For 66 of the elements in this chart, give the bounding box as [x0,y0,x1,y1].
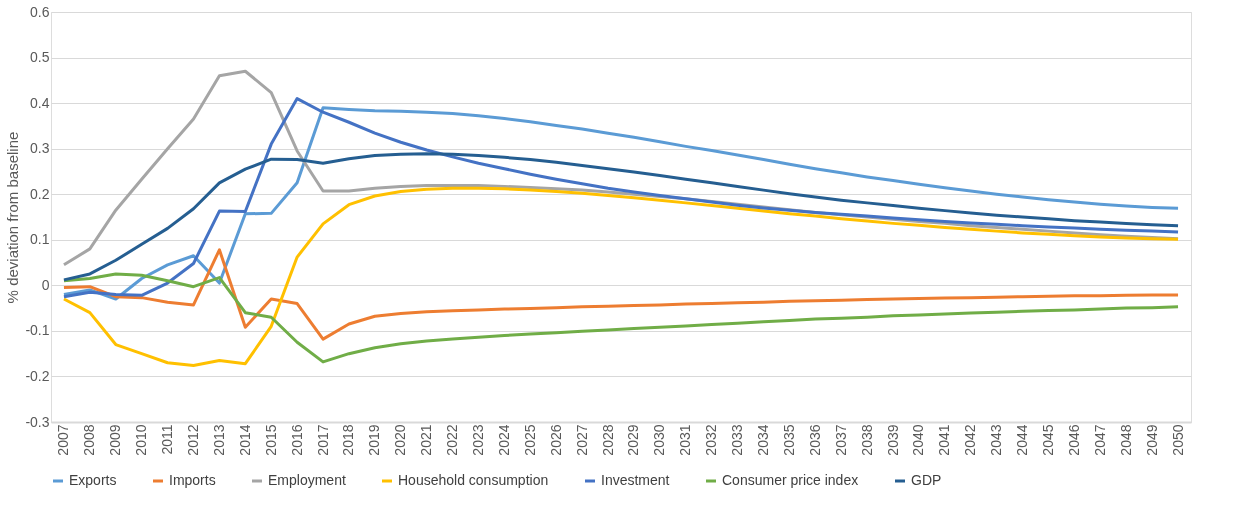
line-series [62,248,1180,341]
x-tick-label: 2047 [1091,424,1108,456]
y-tick-label: -0.3 [25,413,50,430]
line-series [62,272,1180,364]
x-tick-label: 2045 [1040,424,1056,456]
x-tick-label: 2049 [1143,424,1160,456]
x-tick-label: 2021 [418,424,435,456]
x-tick-label: 2017 [314,424,331,456]
legend-label: Imports [169,472,216,488]
legend-label: Exports [69,472,117,488]
x-tick-label: 2037 [832,424,849,456]
x-tick-label: 2013 [210,424,227,456]
x-tick-label: 2030 [651,424,668,456]
x-tick-label: 2028 [599,424,616,456]
legend-label: Consumer price index [722,472,859,488]
x-tick-label: 2048 [1117,424,1134,456]
x-tick-label: 2008 [81,424,98,456]
y-tick-label: 0.5 [30,49,50,66]
x-tick-label: 2024 [495,424,512,456]
x-tick-label: 2046 [1065,424,1082,456]
x-tick-label: 2020 [392,424,409,456]
x-tick-label: 2016 [288,424,305,456]
legend-label: GDP [911,472,942,488]
y-tick-label: 0.3 [30,140,50,157]
x-tick-label: 2041 [936,424,953,456]
y-axis-title: % deviation from baseline [4,131,22,304]
x-tick-label: 2044 [1014,424,1031,456]
line-series [62,186,1180,368]
x-tick-label: 2032 [703,424,720,456]
y-tick-label: 0.2 [30,185,50,202]
x-tick-label: 2027 [573,424,590,456]
line-series [62,152,1180,282]
x-tick-label: 2036 [806,424,823,456]
x-tick-label: 2012 [185,424,201,456]
x-tick-label: 2007 [55,424,72,456]
x-tick-label: 2023 [470,424,486,456]
x-tick-label: 2011 [159,424,176,455]
x-tick-label: 2031 [677,424,694,456]
x-tick-label: 2009 [107,424,124,456]
legend-label: Investment [601,472,670,488]
x-tick-label: 2034 [755,424,771,456]
x-tick-label: 2019 [366,424,383,456]
x-tick-label: 2050 [1169,424,1186,456]
x-tick-label: 2033 [729,424,746,456]
legend-label: Employment [268,472,346,488]
x-tick-label: 2014 [236,424,253,456]
y-tick-label: 0.4 [30,94,50,111]
x-tick-label: 2029 [625,424,642,456]
x-tick-label: 2035 [780,424,797,456]
x-tick-label: 2039 [884,424,901,456]
legend-label: Household consumption [398,472,549,488]
x-tick-label: 2026 [547,424,564,456]
x-tick-label: 2042 [962,424,979,456]
y-tick-label: -0.1 [25,322,50,339]
y-tick-label: -0.2 [25,367,50,384]
x-tick-label: 2015 [262,424,279,456]
x-tick-label: 2022 [444,424,461,456]
y-tick-label: 0.1 [30,231,50,248]
x-tick-label: 2043 [988,424,1005,456]
x-tick-label: 2040 [910,424,927,456]
x-tick-label: 2025 [521,424,538,456]
y-tick-label: 0.6 [30,3,50,20]
x-tick-label: 2010 [133,424,150,456]
x-tick-label: 2038 [858,424,875,456]
y-tick-label: 0 [41,276,50,293]
x-tick-label: 2018 [340,424,357,456]
